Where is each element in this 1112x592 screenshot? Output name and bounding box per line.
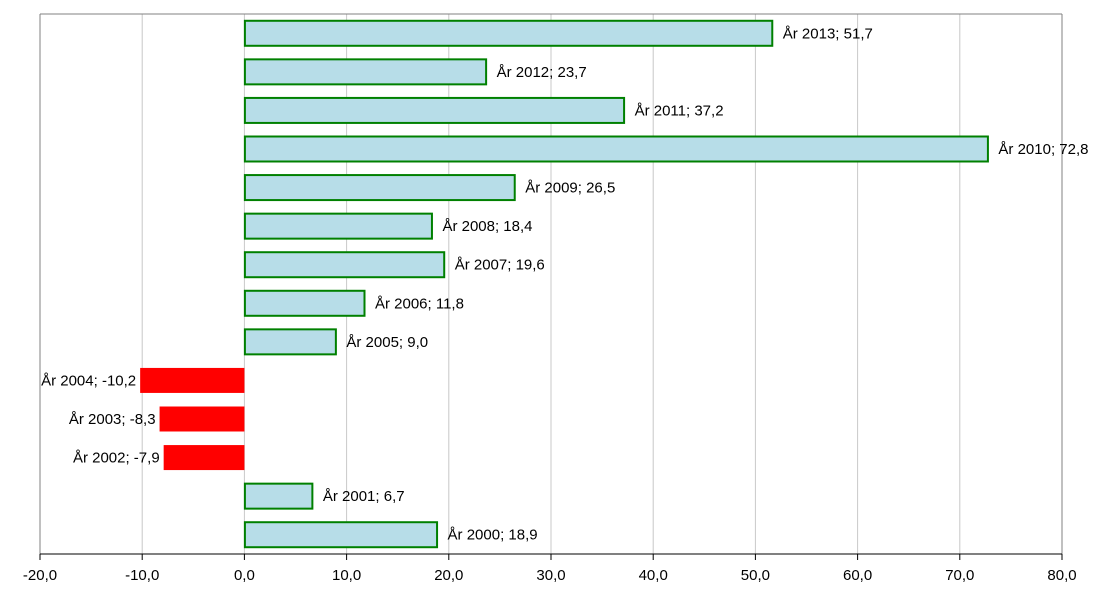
x-tick-label: 60,0	[843, 567, 872, 584]
bar	[243, 174, 516, 202]
x-tick-label: 70,0	[945, 567, 974, 584]
data-label: År 2007; 19,6	[455, 257, 545, 274]
bars	[140, 19, 989, 549]
data-label: År 2013; 51,7	[783, 25, 873, 42]
data-label: År 2005; 9,0	[346, 334, 428, 351]
data-label: År 2000; 18,9	[448, 527, 538, 544]
data-label: År 2001; 6,7	[323, 488, 405, 505]
bar	[243, 521, 439, 549]
x-axis: -20,0 -10,0 0,0 10,0 20,0 30,0 40,0 50,0 60,0 70,…	[23, 553, 1077, 584]
data-labels: År 2000; 18,9 År 2001; 6,7 År 2002; -7,9 År…	[41, 25, 1088, 543]
data-label: År 2011; 37,2	[635, 102, 724, 119]
x-tick-label: 10,0	[332, 567, 361, 584]
bar	[159, 406, 245, 432]
bar	[243, 328, 337, 356]
x-tick-label: 30,0	[536, 567, 565, 584]
bar	[163, 445, 245, 471]
gridlines	[39, 13, 1063, 554]
x-tick-label: 50,0	[741, 567, 770, 584]
data-label: År 2008; 18,4	[442, 218, 532, 235]
bar	[243, 19, 774, 47]
data-label: År 2004; -10,2	[41, 372, 136, 389]
data-label: År 2010; 72,8	[998, 141, 1088, 158]
data-label: År 2009; 26,5	[525, 180, 615, 197]
x-tick-label: 20,0	[434, 567, 463, 584]
bar	[243, 482, 314, 510]
x-tick-label: -20,0	[23, 567, 57, 584]
data-label: År 2003; -8,3	[69, 411, 156, 428]
bar	[243, 96, 626, 124]
bar	[243, 289, 366, 317]
bar	[243, 135, 989, 163]
x-tick-label: 0,0	[234, 567, 255, 584]
bar	[243, 251, 446, 279]
x-tick-label: 80,0	[1047, 567, 1076, 584]
data-label: År 2012; 23,7	[497, 64, 587, 81]
x-tick-label: -10,0	[125, 567, 159, 584]
bar	[140, 367, 245, 393]
bar	[243, 212, 433, 240]
bar	[243, 58, 488, 86]
data-label: År 2002; -7,9	[73, 450, 160, 467]
data-label: År 2006; 11,8	[375, 295, 464, 312]
x-tick-label: 40,0	[639, 567, 668, 584]
